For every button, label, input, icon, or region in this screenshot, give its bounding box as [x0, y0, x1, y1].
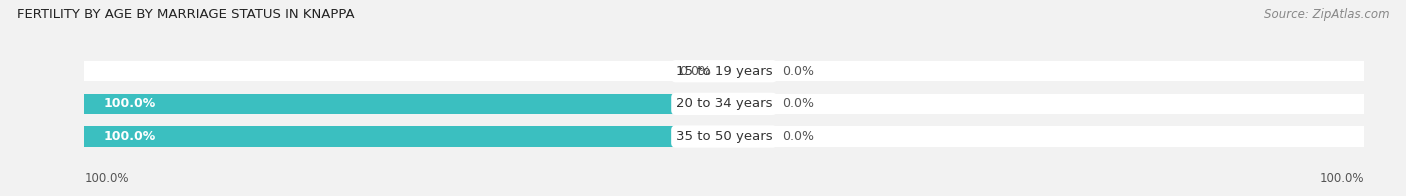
Text: 100.0%: 100.0% [84, 172, 129, 185]
Bar [724, 94, 769, 114]
Bar [84, 94, 1364, 114]
Bar [724, 126, 769, 147]
Text: FERTILITY BY AGE BY MARRIAGE STATUS IN KNAPPA: FERTILITY BY AGE BY MARRIAGE STATUS IN K… [17, 8, 354, 21]
Text: 0.0%: 0.0% [782, 97, 814, 110]
Bar [84, 126, 1364, 147]
Text: 15 to 19 years: 15 to 19 years [676, 65, 772, 78]
Text: 20 to 34 years: 20 to 34 years [676, 97, 772, 110]
Text: 0.0%: 0.0% [679, 65, 711, 78]
Text: 0.0%: 0.0% [782, 130, 814, 143]
Text: 35 to 50 years: 35 to 50 years [676, 130, 772, 143]
Text: 100.0%: 100.0% [1319, 172, 1364, 185]
Bar [84, 61, 1364, 81]
Bar [724, 61, 769, 81]
Text: 100.0%: 100.0% [104, 97, 156, 110]
Legend: Married, Unmarried: Married, Unmarried [630, 194, 818, 196]
Text: 100.0%: 100.0% [104, 130, 156, 143]
Text: 0.0%: 0.0% [782, 65, 814, 78]
Bar [84, 94, 724, 114]
Text: Source: ZipAtlas.com: Source: ZipAtlas.com [1264, 8, 1389, 21]
Bar [84, 126, 724, 147]
